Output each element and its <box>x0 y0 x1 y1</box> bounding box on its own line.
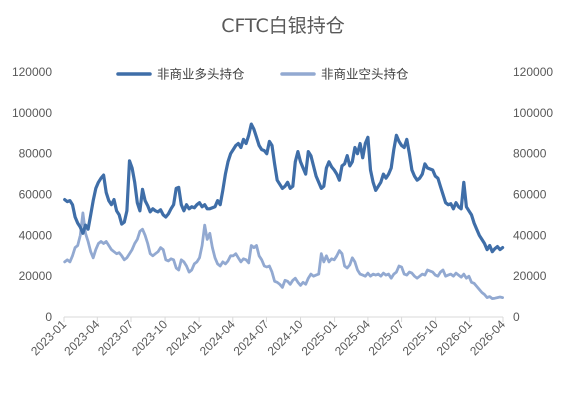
y-axis-left: 0 20000 40000 60000 80000 100000 120000 <box>12 65 52 324</box>
legend: 非商业多头持仓 非商业空头持仓 <box>116 67 409 82</box>
x-axis: 2023-012023-042023-072023-102024-012024-… <box>28 317 508 358</box>
y-tick-label-left: 80000 <box>19 147 53 161</box>
x-tick-label: 2026-04 <box>467 317 508 358</box>
x-tick-label: 2024-10 <box>265 317 306 358</box>
x-tick-label: 2024-04 <box>197 317 238 358</box>
y-tick-label-left: 40000 <box>19 228 53 242</box>
y-tick-label-right: 40000 <box>513 228 547 242</box>
x-tick-label: 2023-04 <box>61 317 102 358</box>
y-tick-label-right: 20000 <box>513 269 547 283</box>
y-tick-label-left: 100000 <box>12 106 52 120</box>
series-line-short <box>63 211 504 300</box>
x-tick-label: 2023-07 <box>95 317 136 358</box>
y-tick-label-right: 0 <box>513 310 520 324</box>
legend-label-short: 非商业空头持仓 <box>321 67 409 82</box>
y-tick-label-right: 80000 <box>513 147 547 161</box>
legend-label-long: 非商业多头持仓 <box>157 67 245 82</box>
x-tick-label: 2025-04 <box>332 317 373 358</box>
x-tick-label: 2025-01 <box>299 317 340 358</box>
y-tick-label-left: 20000 <box>19 269 53 283</box>
y-tick-label-left: 120000 <box>12 65 52 79</box>
x-tick-label: 2023-10 <box>129 317 170 358</box>
x-tick-label: 2024-01 <box>163 317 204 358</box>
y-tick-label-right: 120000 <box>513 65 553 79</box>
x-tick-label: 2024-07 <box>231 317 272 358</box>
x-tick-label: 2025-07 <box>366 317 407 358</box>
y-tick-label-right: 100000 <box>513 106 553 120</box>
x-tick-label: 2026-01 <box>434 317 475 358</box>
chart-title: CFTC白银持仓 <box>221 15 345 37</box>
series-layer <box>63 122 505 300</box>
x-tick-label: 2025-10 <box>400 317 441 358</box>
y-tick-label-left: 60000 <box>19 188 53 202</box>
y-tick-label-right: 60000 <box>513 188 547 202</box>
y-tick-label-left: 0 <box>45 310 52 324</box>
series-line-long <box>63 122 505 254</box>
y-axis-right: 0 20000 40000 60000 80000 100000 120000 <box>513 65 553 324</box>
